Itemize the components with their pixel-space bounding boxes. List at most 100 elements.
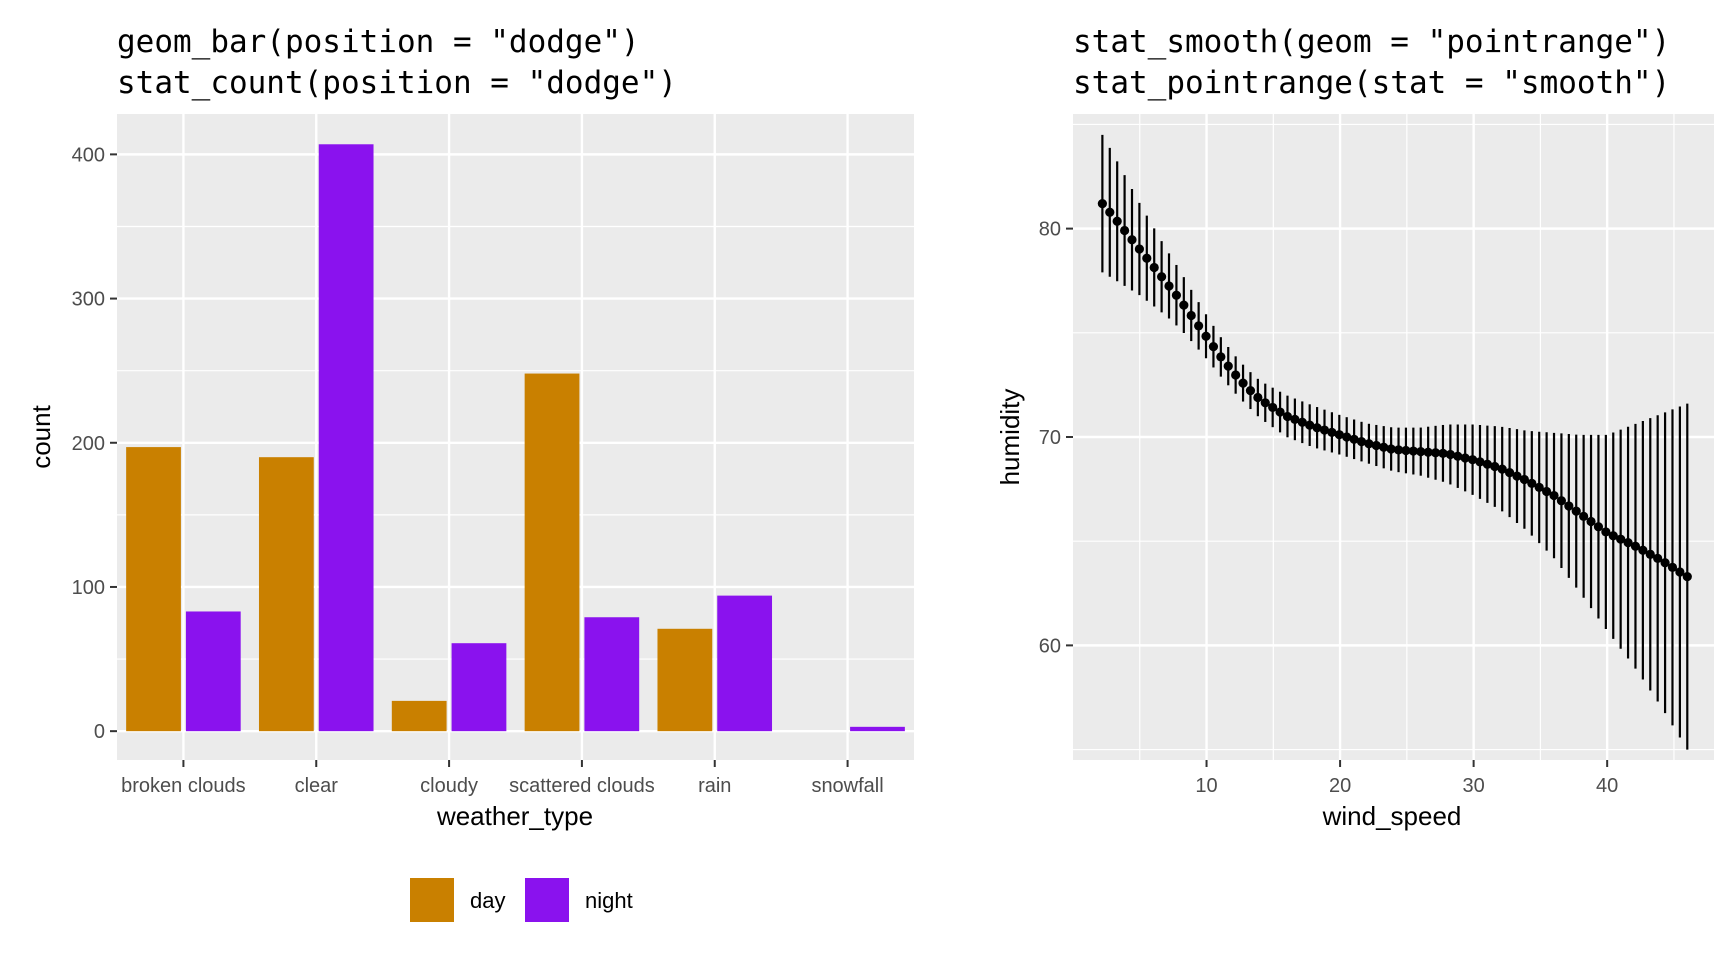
data-point — [1586, 516, 1596, 527]
data-point — [1356, 437, 1367, 447]
data-point — [1194, 321, 1204, 331]
data-point — [1549, 490, 1559, 501]
y-tick-label: 80 — [1039, 219, 1061, 241]
bar-day-clear — [258, 457, 314, 732]
data-point — [1208, 342, 1219, 352]
bar-chart-title-line-2: stat_count(position = "dodge") — [117, 65, 677, 101]
x-tick-label: 30 — [1463, 775, 1485, 797]
data-point — [1667, 562, 1678, 572]
data-point — [1327, 427, 1337, 437]
data-point — [1534, 482, 1544, 493]
data-point — [1482, 459, 1492, 469]
legend-label-day: day — [470, 888, 505, 913]
y-tick-label: 400 — [72, 144, 105, 166]
data-point — [1430, 448, 1441, 458]
bar-night-scattered-clouds — [584, 617, 640, 732]
data-point — [1245, 385, 1256, 396]
y-tick-label: 70 — [1039, 427, 1061, 449]
data-point — [1497, 464, 1507, 474]
pointrange-chart-y-axis-title: humidity — [995, 389, 1025, 486]
data-point — [1223, 361, 1233, 371]
data-point — [1556, 496, 1567, 506]
data-point — [1371, 440, 1381, 451]
pointrange-chart-title-line-2: stat_pointrange(stat = "smooth") — [1073, 65, 1670, 101]
legend-label-night: night — [585, 888, 633, 913]
data-point — [1519, 474, 1530, 485]
bar-night-broken-clouds — [185, 611, 241, 732]
data-point — [1097, 199, 1107, 209]
pointrange-chart-marks — [1097, 134, 1692, 750]
data-point — [1157, 272, 1167, 282]
bar-chart-panel: geom_bar(position = "dodge") stat_count(… — [26, 24, 914, 922]
data-point — [1201, 331, 1211, 341]
x-tick-label: cloudy — [420, 775, 478, 797]
bar-chart-x-axis-title: weather_type — [436, 801, 593, 831]
data-point — [1149, 262, 1159, 273]
y-tick-label: 100 — [72, 577, 105, 599]
data-point — [1171, 290, 1182, 300]
data-point — [1312, 423, 1322, 433]
data-point — [1334, 430, 1344, 440]
data-point — [1297, 417, 1307, 427]
data-point — [1660, 558, 1670, 568]
data-point — [1179, 300, 1189, 310]
data-point — [1105, 207, 1115, 217]
legend-swatch-night — [525, 878, 569, 922]
data-point — [1349, 434, 1359, 444]
data-point — [1186, 310, 1196, 321]
data-point — [1364, 439, 1374, 449]
pointrange-chart-x-axis: 10 20 30 40 — [1195, 760, 1618, 797]
data-point — [1253, 392, 1263, 403]
bar-chart-plot-background — [117, 114, 914, 760]
bar-chart-y-axis: 0 100 200 300 400 — [72, 144, 117, 743]
data-point — [1608, 531, 1618, 541]
bar-day-rain — [657, 628, 713, 732]
data-point — [1438, 448, 1448, 458]
data-point — [1445, 449, 1455, 460]
x-tick-label: clear — [295, 775, 339, 797]
data-point — [1142, 253, 1152, 263]
bar-chart-x-axis: broken clouds clear cloudy scattered clouds… — [121, 760, 884, 797]
data-point — [1623, 538, 1633, 548]
data-point — [1401, 445, 1411, 456]
legend: day night — [410, 878, 633, 922]
data-point — [1393, 445, 1404, 455]
data-point — [1260, 398, 1270, 408]
data-point — [1460, 453, 1470, 463]
bar-night-cloudy — [451, 643, 507, 732]
data-point — [1630, 541, 1641, 551]
legend-swatch-day — [410, 878, 454, 922]
bar-chart-gridlines — [117, 114, 914, 760]
pointrange-chart-panel: stat_smooth(geom = "pointrange") stat_po… — [995, 24, 1714, 831]
x-tick-label: broken clouds — [121, 775, 246, 797]
data-point — [1645, 549, 1655, 559]
data-point — [1386, 444, 1396, 454]
bar-night-rain — [717, 595, 773, 732]
bar-night-clear — [318, 144, 374, 732]
data-point — [1467, 455, 1478, 465]
bar-chart-y-axis-title: count — [26, 404, 56, 468]
data-point — [1423, 447, 1433, 457]
bar-night-snowfall — [850, 726, 905, 732]
data-point — [1216, 352, 1226, 362]
x-tick-label: rain — [698, 775, 731, 797]
y-tick-label: 60 — [1039, 635, 1061, 657]
x-tick-label: 20 — [1329, 775, 1351, 797]
data-point — [1616, 534, 1626, 544]
data-point — [1275, 407, 1285, 417]
bar-chart-bars — [126, 144, 905, 732]
data-point — [1601, 527, 1611, 537]
data-point — [1675, 567, 1685, 577]
bar-chart-title-line-1: geom_bar(position = "dodge") — [117, 24, 640, 60]
data-point — [1527, 478, 1537, 488]
x-tick-label: scattered clouds — [509, 775, 655, 797]
data-point — [1453, 451, 1463, 461]
bar-day-cloudy — [391, 700, 447, 732]
data-point — [1164, 281, 1174, 291]
data-point — [1504, 467, 1515, 478]
data-point — [1319, 425, 1330, 435]
data-point — [1127, 235, 1137, 245]
x-tick-label: snowfall — [811, 775, 883, 797]
data-point — [1571, 506, 1581, 516]
